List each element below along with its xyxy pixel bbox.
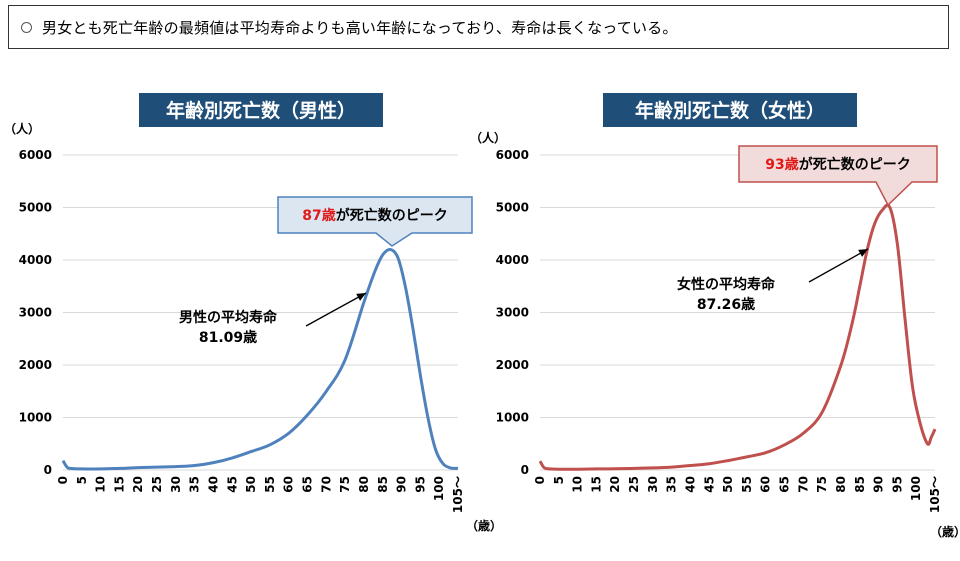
x-tick-label: 80 xyxy=(357,476,371,493)
x-tick-label: 55 xyxy=(740,476,754,493)
y-axis-unit-label: （人） xyxy=(4,121,40,136)
x-tick-label: 5 xyxy=(75,476,89,484)
x-tick-label: 45 xyxy=(225,476,239,493)
x-tick-label: 30 xyxy=(169,476,183,493)
x-tick-label: 80 xyxy=(834,476,848,493)
x-tick-label: 100 xyxy=(432,476,446,501)
average-arrow-head-icon xyxy=(356,293,366,301)
chart-title: 年齢別死亡数（女性） xyxy=(635,99,825,122)
x-tick-label: 35 xyxy=(665,476,679,493)
chart-title-banner xyxy=(603,93,857,127)
peak-suffix: が死亡数のピーク xyxy=(799,156,911,173)
x-tick-label: 70 xyxy=(319,476,333,493)
x-tick-label: 95 xyxy=(890,476,904,493)
y-tick-label: 3000 xyxy=(19,306,52,320)
series-line xyxy=(538,203,937,471)
x-tick-label: 5 xyxy=(552,476,566,484)
y-tick-label: 6000 xyxy=(19,148,52,162)
x-tick-label: 70 xyxy=(796,476,810,493)
peak-callout-text: 87歳が死亡数のピーク xyxy=(302,207,447,224)
x-tick-label: 100 xyxy=(909,476,923,501)
x-tick-label: 55 xyxy=(263,476,277,493)
y-tick-label: 5000 xyxy=(19,201,52,215)
x-tick-label: 105～ xyxy=(451,476,465,513)
x-tick-label: 90 xyxy=(395,476,409,493)
x-tick-label: 85 xyxy=(853,476,867,493)
x-tick-label: 10 xyxy=(571,476,585,493)
peak-suffix: が死亡数のピーク xyxy=(336,207,448,224)
x-tick-label: 25 xyxy=(150,476,164,493)
x-tick-label: 95 xyxy=(413,476,427,493)
average-life-label: 男性の平均寿命 xyxy=(179,309,278,326)
x-tick-label: 90 xyxy=(872,476,886,493)
x-tick-label: 50 xyxy=(244,476,258,493)
x-tick-label: 10 xyxy=(94,476,108,493)
x-tick-label: 75 xyxy=(815,476,829,493)
y-tick-label: 0 xyxy=(521,463,529,477)
x-tick-label: 85 xyxy=(376,476,390,493)
x-tick-label: 60 xyxy=(282,476,296,493)
y-tick-label: 2000 xyxy=(19,358,52,372)
x-tick-label: 65 xyxy=(301,476,315,493)
peak-callout xyxy=(738,145,938,207)
x-tick-label: 25 xyxy=(627,476,641,493)
x-tick-label: 35 xyxy=(188,476,202,493)
average-life-label: 女性の平均寿命 xyxy=(677,276,776,293)
x-tick-label: 105～ xyxy=(928,476,942,513)
headline-text: 男女とも死亡年齢の最頻値は平均寿命よりも高い年齢になっており、寿命は長くなってい… xyxy=(42,18,678,37)
peak-age: 93歳 xyxy=(765,156,798,173)
circle-bullet-icon xyxy=(21,21,32,33)
y-tick-label: 1000 xyxy=(19,411,52,425)
x-tick-label: 15 xyxy=(589,476,603,493)
y-tick-label: 5000 xyxy=(496,201,529,215)
peak-callout-text: 93歳が死亡数のピーク xyxy=(765,156,910,173)
peak-callout xyxy=(277,196,473,247)
y-axis-unit-label: （人） xyxy=(470,130,506,145)
y-tick-label: 1000 xyxy=(496,411,529,425)
x-axis-unit-label: （歳） xyxy=(466,518,502,533)
chart-title: 年齢別死亡数（男性） xyxy=(166,99,356,122)
y-tick-label: 2000 xyxy=(496,358,529,372)
y-tick-label: 4000 xyxy=(496,253,529,267)
x-tick-label: 20 xyxy=(131,476,145,493)
x-tick-label: 15 xyxy=(112,476,126,493)
x-tick-label: 45 xyxy=(702,476,716,493)
y-tick-label: 0 xyxy=(44,463,52,477)
x-tick-label: 40 xyxy=(683,476,697,493)
average-arrow-head-icon xyxy=(858,249,868,257)
headline-box: 男女とも死亡年齢の最頻値は平均寿命よりも高い年齢になっており、寿命は長くなってい… xyxy=(8,5,949,49)
average-life-value: 81.09歳 xyxy=(199,329,257,346)
x-tick-label: 40 xyxy=(206,476,220,493)
x-tick-label: 60 xyxy=(759,476,773,493)
y-tick-label: 6000 xyxy=(496,148,529,162)
average-life-value: 87.26歳 xyxy=(697,296,755,313)
x-axis-unit-label: （歳） xyxy=(930,524,960,539)
x-tick-label: 30 xyxy=(646,476,660,493)
x-tick-label: 75 xyxy=(338,476,352,493)
series-line xyxy=(61,247,459,471)
average-arrow-line xyxy=(305,292,367,327)
x-tick-label: 50 xyxy=(721,476,735,493)
x-tick-label: 65 xyxy=(778,476,792,493)
x-tick-label: 0 xyxy=(533,476,547,484)
x-tick-label: 0 xyxy=(56,476,70,484)
y-tick-label: 4000 xyxy=(19,253,52,267)
x-tick-label: 20 xyxy=(608,476,622,493)
y-tick-label: 3000 xyxy=(496,306,529,320)
peak-age: 87歳 xyxy=(302,207,335,224)
chart-title-banner xyxy=(139,93,383,127)
average-arrow-line xyxy=(808,248,869,283)
